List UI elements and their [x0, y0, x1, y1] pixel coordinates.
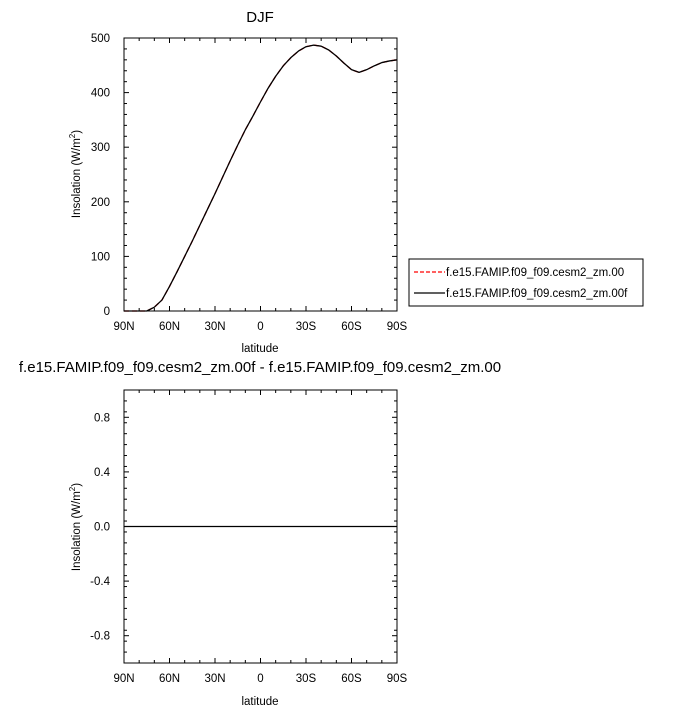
- bottom-ticks: 90N 60N 30N 0 30S 60S 90S -0.8 -0.4 0.0 0.4 0.8: [90, 389, 408, 685]
- top-series-line-1: [124, 44, 398, 312]
- legend-box: [408, 258, 644, 307]
- bottom-y-tick-label-0: -0.8: [90, 631, 110, 643]
- bottom-y-tick-label-4: 0.8: [94, 412, 110, 424]
- legend-label-0: f.e15.FAMIP.f09_f09.cesm2_zm.00: [446, 267, 624, 279]
- top-y-axis-label-close: ): [71, 130, 83, 134]
- top-y-axis-label: Insolation (W/m2): [68, 130, 83, 218]
- top-series-line-0: [124, 44, 398, 312]
- top-y-tick-label-5: 500: [91, 33, 110, 45]
- bottom-y-tick-label-2: 0.0: [94, 522, 110, 534]
- top-x-axis-label: latitude: [241, 343, 278, 355]
- bottom-x-axis-label: latitude: [241, 696, 278, 708]
- legend: f.e15.FAMIP.f09_f09.cesm2_zm.00 f.e15.FA…: [408, 258, 644, 307]
- top-y-tick-label-4: 400: [91, 88, 110, 100]
- top-x-tick-label-5: 60S: [341, 321, 362, 333]
- bottom-x-tick-label-3: 0: [257, 673, 263, 685]
- top-y-tick-label-2: 200: [91, 197, 110, 209]
- top-x-tick-label-2: 30N: [204, 321, 225, 333]
- top-x-tick-label-6: 90S: [387, 321, 408, 333]
- top-x-tick-label-4: 30S: [296, 321, 317, 333]
- bottom-x-tick-label-5: 60S: [341, 673, 362, 685]
- bottom-y-axis-label-text: Insolation (W/m: [71, 491, 83, 571]
- top-y-tick-label-1: 100: [91, 251, 110, 263]
- top-x-tick-label-1: 60N: [159, 321, 180, 333]
- bottom-y-tick-label-1: -0.4: [90, 576, 110, 588]
- top-ticks: 90N 60N 30N 0 30S 60S 90S 0 100 200 300 400 500: [91, 33, 408, 333]
- top-x-tick-label-3: 0: [257, 321, 263, 333]
- bottom-x-tick-label-1: 60N: [159, 673, 180, 685]
- bottom-plot-frame: [123, 389, 398, 664]
- bottom-x-tick-label-0: 90N: [113, 673, 134, 685]
- bottom-y-axis-label-close: ): [71, 483, 83, 487]
- bottom-y-tick-label-3: 0.4: [94, 467, 111, 479]
- top-series-lines: [124, 44, 398, 312]
- top-y-axis-label-sup: 2: [68, 133, 77, 138]
- top-chart-title: DJF: [246, 9, 274, 26]
- top-panel: DJF 90N 60N 30N 0 30S 60S 90S0100200300400500 …: [68, 9, 644, 355]
- bottom-x-tick-label-4: 30S: [296, 673, 317, 685]
- bottom-x-tick-label-6: 90S: [387, 673, 408, 685]
- top-y-tick-label-3: 300: [91, 142, 110, 154]
- top-y-tick-label-0: 0: [104, 306, 110, 318]
- legend-label-1: f.e15.FAMIP.f09_f09.cesm2_zm.00f: [446, 288, 628, 300]
- bottom-panel: f.e15.FAMIP.f09_f09.cesm2_zm.00f - f.e15…: [19, 359, 501, 708]
- bottom-x-tick-label-2: 30N: [204, 673, 225, 685]
- top-x-tick-label-0: 90N: [113, 321, 134, 333]
- top-y-axis-label-text: Insolation (W/m: [71, 138, 83, 218]
- bottom-y-axis-label-sup: 2: [68, 486, 77, 491]
- top-plot-frame: [123, 37, 398, 312]
- bottom-y-axis-label: Insolation (W/m2): [68, 483, 83, 571]
- bottom-chart-title: f.e15.FAMIP.f09_f09.cesm2_zm.00f - f.e15…: [19, 359, 501, 376]
